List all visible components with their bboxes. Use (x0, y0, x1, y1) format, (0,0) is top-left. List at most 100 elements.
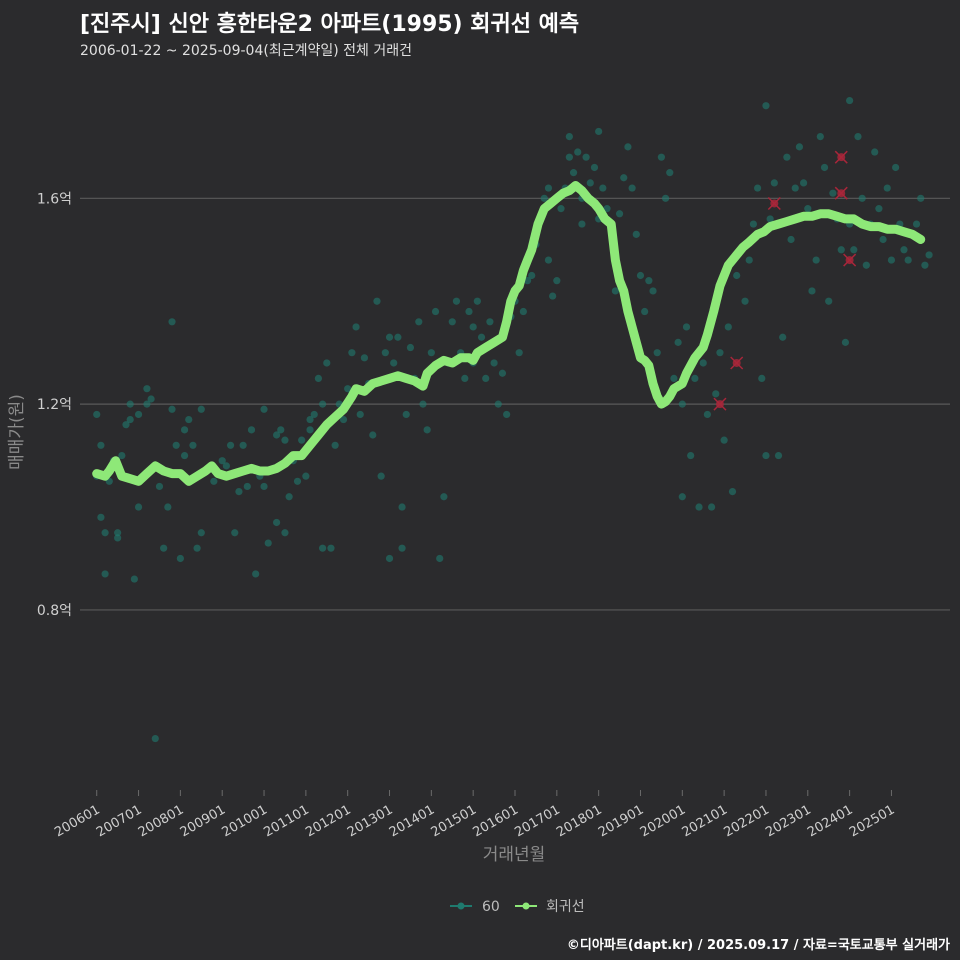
data-point (398, 544, 406, 552)
data-point (695, 503, 703, 511)
data-point (653, 349, 661, 357)
chart-title: [진주시] 신안 흥한타운2 아파트(1995) 회귀선 예측 (80, 12, 580, 37)
data-point (678, 493, 686, 501)
x-tick-label: 202201 (721, 802, 771, 840)
data-point (762, 102, 770, 110)
data-point (712, 390, 720, 398)
data-point (172, 441, 180, 449)
data-point (624, 143, 632, 151)
legend-dot-regression (522, 902, 530, 910)
data-point (519, 307, 527, 316)
data-point (114, 529, 122, 537)
data-point (143, 385, 151, 393)
legend-dot-60 (457, 902, 465, 910)
data-point (645, 277, 653, 285)
data-point (837, 246, 845, 254)
data-point (185, 415, 193, 424)
data-point (465, 307, 473, 316)
data-point (841, 338, 850, 346)
data-point (490, 359, 498, 367)
data-point (277, 426, 285, 434)
x-tick-label: 201801 (554, 802, 604, 840)
data-point (666, 169, 674, 177)
data-point (356, 410, 364, 419)
grid-lines (80, 197, 950, 611)
x-tick-label: 202001 (638, 802, 688, 840)
data-point (553, 277, 561, 285)
scatter-points (93, 96, 933, 743)
data-point (93, 410, 101, 419)
data-point (586, 179, 594, 187)
data-point (318, 544, 327, 552)
data-point (101, 529, 109, 537)
outlier-marker (834, 186, 848, 200)
data-point (390, 359, 398, 367)
data-point (724, 323, 732, 331)
data-point (143, 400, 151, 408)
data-point (879, 235, 887, 244)
data-point (733, 271, 741, 280)
data-point (703, 410, 712, 419)
x-axis-ticks: 2006012007012008012009012010012011012012… (52, 790, 897, 840)
legend: 60 회귀선 (450, 899, 585, 915)
data-point (197, 529, 205, 537)
data-point (846, 96, 854, 105)
data-point (912, 220, 921, 228)
data-point (590, 163, 599, 172)
data-point (168, 405, 176, 413)
data-point (160, 544, 168, 552)
data-point (762, 451, 770, 460)
data-point (101, 570, 109, 578)
data-point (515, 349, 523, 357)
x-tick-label: 201501 (429, 802, 479, 840)
y-axis-ticks: 0.8억 1.2억 1.6억 (37, 191, 72, 619)
x-tick-label: 200801 (136, 802, 186, 840)
data-point (753, 184, 762, 192)
chart-subtitle: 2006-01-22 ~ 2025-09-04(최근계약일) 전체 거래건 (80, 43, 412, 59)
data-point (917, 194, 925, 202)
data-point (779, 333, 787, 341)
data-point (582, 153, 590, 161)
data-point (260, 482, 268, 491)
outlier-marker (713, 397, 727, 411)
data-point (699, 359, 707, 367)
outlier-cross (834, 150, 848, 164)
data-point (628, 184, 636, 192)
data-point (820, 163, 829, 172)
data-point (427, 349, 435, 357)
data-point (134, 503, 143, 511)
data-point (670, 374, 678, 383)
data-point (373, 297, 381, 305)
data-point (544, 256, 553, 264)
x-tick-label: 201901 (596, 802, 646, 840)
data-point (728, 487, 737, 496)
data-point (494, 400, 502, 408)
x-tick-label: 202301 (763, 802, 813, 840)
data-point (649, 287, 657, 295)
data-point (720, 436, 728, 444)
data-point (97, 441, 105, 449)
data-point (323, 359, 331, 367)
data-point (423, 426, 431, 434)
data-point (210, 477, 218, 485)
data-point (787, 235, 795, 244)
data-point (314, 374, 323, 383)
outlier-marker (730, 356, 744, 370)
data-point (749, 220, 758, 228)
data-point (151, 734, 159, 743)
y-tick-label: 0.8억 (37, 603, 72, 619)
data-point (795, 143, 804, 151)
data-point (565, 153, 573, 161)
data-point (415, 318, 423, 326)
data-point (461, 374, 469, 383)
data-point (812, 256, 820, 264)
data-point (327, 544, 335, 552)
x-tick-label: 201101 (261, 802, 311, 840)
data-point (189, 441, 197, 449)
data-point (791, 184, 799, 192)
data-point (641, 307, 649, 316)
data-point (825, 297, 833, 305)
x-tick-label: 201301 (345, 802, 395, 840)
data-point (611, 287, 619, 295)
data-point (310, 410, 318, 419)
